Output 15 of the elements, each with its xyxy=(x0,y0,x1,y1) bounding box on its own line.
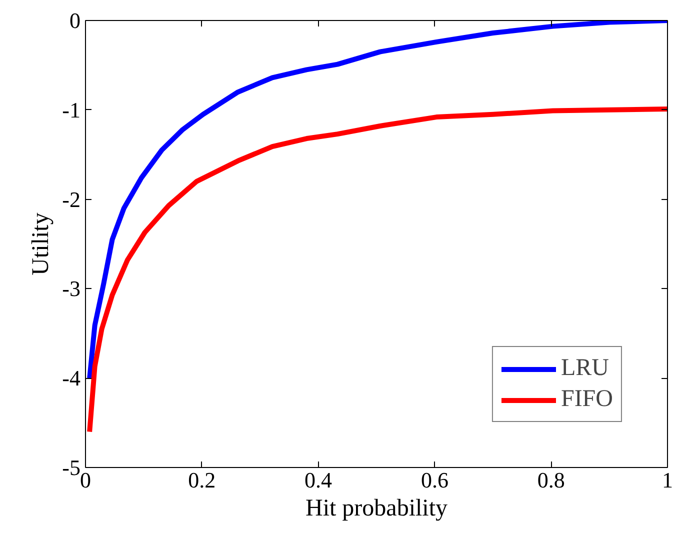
legend-label: LRU xyxy=(560,355,609,382)
x-tick-label: 0.8 xyxy=(537,468,565,492)
x-tick-label: 0.6 xyxy=(420,468,448,492)
x-axis-title: Hit probability xyxy=(306,496,448,522)
y-tick-label: -5 xyxy=(62,455,80,480)
y-tick-label: -4 xyxy=(62,366,80,391)
y-tick-label: 0 xyxy=(70,8,80,33)
y-tick-label: -1 xyxy=(62,97,80,122)
legend-label: FIFO xyxy=(560,386,613,413)
x-tick-label: 1 xyxy=(662,468,673,492)
y-axis-title: Utility xyxy=(28,212,54,276)
y-tick-label: -3 xyxy=(62,276,80,302)
x-tick-label: 0.2 xyxy=(188,468,216,492)
y-tick-label: -2 xyxy=(62,186,80,212)
x-tick-label: 0.4 xyxy=(304,468,332,492)
